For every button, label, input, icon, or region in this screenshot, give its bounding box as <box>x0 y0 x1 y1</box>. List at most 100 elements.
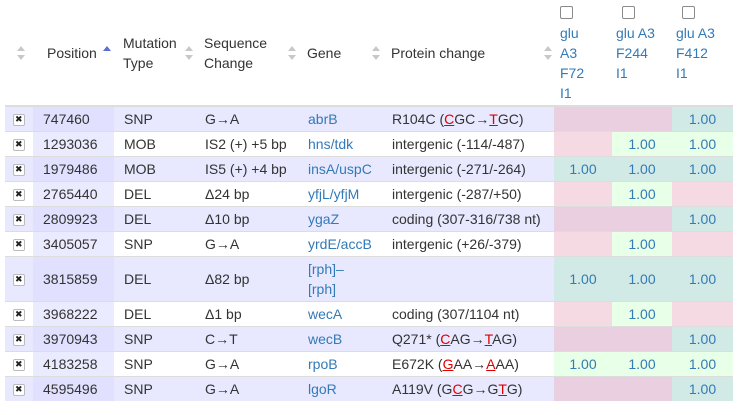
position-cell: 3815859 <box>33 256 114 302</box>
gene-link[interactable]: hns/tdk <box>308 136 354 152</box>
gene-cell: ygaZ <box>298 206 382 232</box>
frequency-cell: 1.00 <box>612 351 672 377</box>
mutation-type-cell: SNP <box>114 231 195 257</box>
remove-icon[interactable] <box>13 160 25 180</box>
protein-text: G→G <box>462 381 499 397</box>
remove-icon[interactable] <box>13 330 25 350</box>
frequency-cell: 1.00 <box>672 376 733 401</box>
header-protein-change[interactable]: Protein change <box>382 0 554 107</box>
sort-icon <box>185 45 193 60</box>
remove-icon[interactable] <box>13 355 25 375</box>
frequency-cell: 1.00 <box>612 256 672 302</box>
remove-icon[interactable] <box>13 305 25 325</box>
header-sample-2: glu A3 F244 I1 <box>612 0 672 107</box>
protein-text: AA) <box>495 356 519 372</box>
mutated-base: A <box>486 356 496 372</box>
frequency-cell: 1.00 <box>612 301 672 327</box>
header-gene[interactable]: Gene <box>298 0 382 107</box>
frequency-cell <box>672 231 733 257</box>
protein-text: GC) <box>497 111 524 127</box>
sample-3-checkbox[interactable] <box>682 6 695 19</box>
header-remove[interactable] <box>5 0 33 107</box>
position-cell: 1979486 <box>33 156 114 182</box>
gene-link[interactable]: abrB <box>308 111 338 127</box>
protein-change-cell: intergenic (-287/+50) <box>382 181 554 207</box>
frequency-cell <box>554 181 612 207</box>
mutation-type-cell: DEL <box>114 206 195 232</box>
frequency-cell: 1.00 <box>554 256 612 302</box>
gene-link[interactable]: wecB <box>308 331 343 347</box>
protein-change-cell: A119V (GCG→GTG) <box>382 376 554 401</box>
frequency-cell: 1.00 <box>612 181 672 207</box>
gene-link[interactable]: insA/uspC <box>308 161 372 177</box>
gene-link[interactable]: [rph]– [rph] <box>308 261 344 297</box>
sequence-change-cell: G→A <box>195 231 298 257</box>
remove-icon[interactable] <box>13 210 25 230</box>
position-cell: 3968222 <box>33 301 114 327</box>
mutation-type-cell: SNP <box>114 326 195 352</box>
position-cell: 2765440 <box>33 181 114 207</box>
frequency-cell: 1.00 <box>554 351 612 377</box>
header-mutation-type[interactable]: Mutation Type <box>114 0 195 107</box>
remove-icon[interactable] <box>13 110 25 130</box>
remove-icon[interactable] <box>13 270 25 290</box>
header-mutation-type-label: Mutation Type <box>123 34 177 71</box>
frequency-cell <box>612 376 672 401</box>
gene-link[interactable]: yfjL/yfjM <box>308 186 360 202</box>
remove-icon[interactable] <box>13 135 25 155</box>
protein-text: intergenic (-287/+50) <box>392 186 522 202</box>
mutation-type-cell: DEL <box>114 181 195 207</box>
frequency-cell: 1.00 <box>672 131 733 157</box>
gene-link[interactable]: yrdE/accB <box>308 236 372 252</box>
frequency-cell: 1.00 <box>672 326 733 352</box>
header-sequence-change[interactable]: Sequence Change <box>195 0 298 107</box>
frequency-cell <box>612 326 672 352</box>
remove-cell <box>5 256 33 302</box>
sample-2-label[interactable]: glu A3 F244 I1 <box>616 25 655 81</box>
gene-link[interactable]: wecA <box>308 306 343 322</box>
mutation-type-cell: MOB <box>114 131 195 157</box>
sample-1-checkbox[interactable] <box>560 6 573 19</box>
mutation-table: Position Mutation Type Sequence Change G… <box>5 0 733 401</box>
header-sample-1: glu A3 F72 I1 <box>554 0 612 107</box>
sample-2-checkbox[interactable] <box>622 6 635 19</box>
remove-icon[interactable] <box>13 235 25 255</box>
gene-link[interactable]: ygaZ <box>308 211 340 227</box>
header-protein-change-label: Protein change <box>391 45 486 62</box>
frequency-cell: 1.00 <box>612 156 672 182</box>
sequence-change-cell: Δ1 bp <box>195 301 298 327</box>
remove-cell <box>5 231 33 257</box>
protein-change-cell: coding (307-316/738 nt) <box>382 206 554 232</box>
header-position-label: Position <box>47 45 97 62</box>
remove-icon[interactable] <box>13 380 25 400</box>
mutated-base: C <box>444 111 455 127</box>
remove-cell <box>5 105 33 132</box>
gene-cell: wecB <box>298 326 382 352</box>
remove-cell <box>5 156 33 182</box>
gene-cell: lgoR <box>298 376 382 401</box>
protein-text: coding (307-316/738 nt) <box>392 211 541 227</box>
gene-link[interactable]: lgoR <box>308 381 337 397</box>
protein-change-cell: intergenic (-114/-487) <box>382 131 554 157</box>
sequence-change-cell: G→A <box>195 376 298 401</box>
sequence-change-cell: G→A <box>195 351 298 377</box>
mutation-type-cell: MOB <box>114 156 195 182</box>
sort-icon <box>544 45 552 60</box>
mutation-type-cell: DEL <box>114 256 195 302</box>
remove-icon[interactable] <box>13 185 25 205</box>
protein-text: intergenic (+26/-379) <box>392 236 522 252</box>
sequence-change-cell: IS2 (+) +5 bp <box>195 131 298 157</box>
sequence-change-cell: IS5 (+) +4 bp <box>195 156 298 182</box>
sample-1-label[interactable]: glu A3 F72 I1 <box>560 25 585 101</box>
header-position[interactable]: Position <box>33 0 114 107</box>
header-row: Position Mutation Type Sequence Change G… <box>5 0 733 107</box>
sample-3-label[interactable]: glu A3 F412 I1 <box>676 25 715 81</box>
sort-icon <box>17 45 25 60</box>
frequency-cell: 1.00 <box>672 105 733 132</box>
position-cell: 4183258 <box>33 351 114 377</box>
gene-link[interactable]: rpoB <box>308 356 338 372</box>
protein-change-cell: E672K (GAA→AAA) <box>382 351 554 377</box>
